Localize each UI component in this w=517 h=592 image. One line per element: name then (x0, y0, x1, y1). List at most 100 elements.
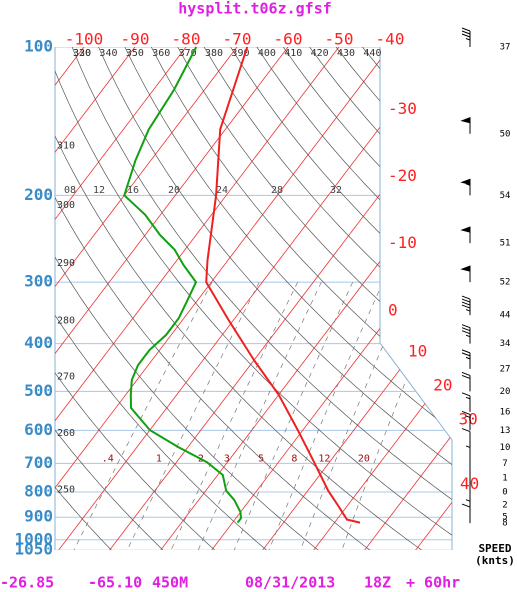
y-tick-label: 100 (24, 37, 53, 56)
adiabat-label: 330 (73, 48, 91, 59)
moist-label: 12 (93, 185, 105, 196)
x-tick-label: -100 (65, 30, 104, 49)
x-tick-label: -10 (388, 233, 417, 252)
dry-adiabat (55, 47, 422, 550)
adiabat-label: 340 (99, 48, 117, 59)
x-tick-label: 0 (388, 301, 398, 320)
isotherm (262, 47, 452, 550)
y-tick-label: 500 (24, 381, 53, 400)
x-tick-label: 30 (459, 410, 478, 429)
adiabat-label: 310 (57, 141, 75, 152)
wind-speed-label: 50 (500, 129, 511, 139)
y-tick-label: 800 (24, 482, 53, 501)
x-tick-label: 10 (408, 342, 427, 361)
wind-barb (460, 117, 471, 134)
wind-barb (461, 295, 471, 316)
mixing-ratio-label: 1 (156, 453, 162, 464)
wind-speed-label: 51 (500, 239, 511, 249)
adiabat-label: 300 (57, 200, 75, 211)
wind-speed-label: 1 (502, 474, 507, 484)
wind-barb (461, 371, 471, 392)
wind-barb (460, 265, 471, 283)
wind-speed-label: 8 (502, 519, 507, 529)
x-tick-label: -20 (388, 166, 417, 185)
y-tick-label: 900 (24, 507, 53, 526)
moist-label: 32 (330, 185, 342, 196)
x-tick-label: -80 (172, 30, 201, 49)
x-tick-label: -40 (376, 30, 405, 49)
labels: 10020030040050060070080090010001050-100-… (14, 30, 479, 559)
dry-adiabat (177, 47, 452, 550)
wind-barb (461, 324, 471, 344)
x-tick-label: 20 (433, 376, 452, 395)
isotherm (55, 47, 187, 550)
wind-barb (461, 503, 471, 524)
wind-barb (465, 445, 471, 464)
moist-label: 24 (216, 185, 228, 196)
adiabat-label: 280 (57, 315, 75, 326)
isotherm (55, 47, 136, 550)
wind-speed-label: 34 (500, 339, 511, 349)
wind-barb (461, 410, 471, 431)
wind-speed-label: 37 (500, 43, 511, 53)
mixing-ratio-line (233, 281, 354, 550)
adiabat-label: 440 (363, 48, 381, 59)
y-tick-label: 600 (24, 420, 53, 439)
wind-barb (461, 27, 471, 47)
mixing-ratio-label: 8 (291, 453, 297, 464)
footer-latitude: -26.85 (0, 574, 54, 592)
wind-speed-label: 54 (500, 191, 511, 201)
moist-label: 16 (127, 185, 139, 196)
footer-date: 08/31/2013 (245, 574, 335, 592)
adiabat-label: 390 (231, 48, 249, 59)
dry-adiabat (55, 47, 164, 550)
mixing-ratio-label: .4 (102, 453, 114, 464)
footer-longitude: -65.10 (88, 574, 142, 592)
adiabat-label: 320 (73, 48, 91, 59)
y-tick-label: 400 (24, 333, 53, 352)
adiabat-label: 350 (126, 48, 144, 59)
isotherm (55, 47, 391, 550)
isotherm (55, 47, 340, 550)
y-tick-label: 1050 (14, 540, 53, 559)
x-tick-label: -90 (121, 30, 150, 49)
isotherm (55, 47, 289, 550)
dry-adiabat (71, 47, 452, 550)
x-tick-label: -60 (274, 30, 303, 49)
adiabat-label: 380 (205, 48, 223, 59)
mixing-ratio-line (300, 281, 411, 550)
footer-forecast: + 60hr (406, 574, 460, 592)
adiabat-label: 360 (152, 48, 170, 59)
mixing-ratio-line (268, 281, 384, 550)
wind-speed-label: 10 (500, 443, 511, 453)
adiabat-label: 410 (284, 48, 302, 59)
x-tick-label: -50 (325, 30, 354, 49)
adiabat-label: 270 (57, 372, 75, 383)
wind-barb (460, 178, 471, 196)
mixing-ratio-label: 3 (224, 453, 230, 464)
adiabat-label: 400 (258, 48, 276, 59)
dry-adiabat (55, 47, 267, 550)
dry-adiabat (98, 47, 452, 550)
x-tick-label: -30 (388, 99, 417, 118)
y-tick-label: 1000 (14, 529, 53, 548)
wind-speed-label: 52 (500, 278, 511, 288)
mixing-ratio-line (197, 281, 322, 550)
chart-title: hysplit.t06z.gfsf (178, 0, 332, 18)
adiabat-label: 420 (311, 48, 329, 59)
dry-adiabat (55, 47, 216, 550)
wind-speed-label: 13 (500, 426, 511, 436)
mixing-ratio-label: 5 (258, 453, 264, 464)
wind-barb (461, 392, 471, 412)
dry-adiabat (203, 47, 452, 550)
profile-line (123, 46, 243, 524)
wind-speed-label: 0 (502, 488, 507, 498)
x-tick-label: -70 (223, 30, 252, 49)
y-tick-label: 200 (24, 185, 53, 204)
isotherm (364, 47, 452, 550)
wind-axis-unit: (knts) (475, 554, 515, 567)
wind-axis-label: SPEED (478, 542, 511, 555)
wind-speed-label: 20 (500, 387, 511, 397)
